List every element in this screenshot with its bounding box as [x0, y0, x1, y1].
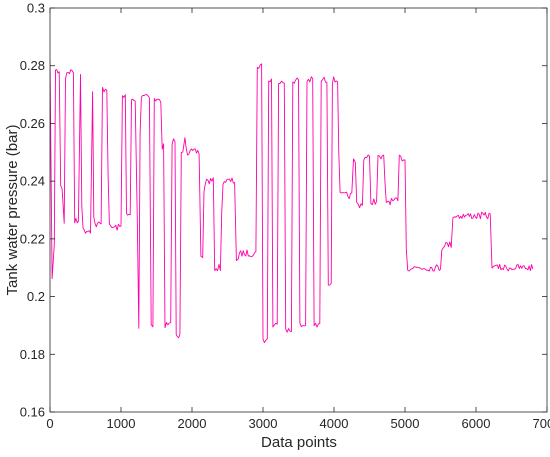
x-tick-label: 5000	[391, 416, 420, 431]
plot-frame	[49, 7, 548, 413]
y-tick-label: 0.26	[20, 116, 45, 131]
x-tick-label: 0	[46, 416, 53, 431]
plot-area	[50, 59, 534, 344]
x-axis-label: Data points	[261, 434, 337, 451]
x-tick-label: 7000	[533, 416, 550, 431]
axes: 0 1000 2000 3000 4000 5000 6000 7000 0.16 0.18 0.2…	[20, 1, 550, 432]
series-line-0	[50, 59, 534, 344]
y-axis-label: Tank water pressure (bar)	[4, 125, 21, 296]
y-tick-label: 0.24	[20, 174, 45, 189]
x-tick-label: 2000	[178, 416, 207, 431]
x-tick-label: 3000	[249, 416, 278, 431]
x-tick-label: 4000	[320, 416, 349, 431]
x-tick-label: 1000	[107, 416, 136, 431]
y-tick-label: 0.28	[20, 58, 45, 73]
y-tick-label: 0.3	[27, 1, 45, 16]
y-tick-label: 0.16	[20, 405, 45, 420]
x-tick-label: 6000	[462, 416, 491, 431]
y-tick-label: 0.18	[20, 347, 45, 362]
y-tick-label: 0.22	[20, 231, 45, 246]
y-tick-label: 0.2	[27, 289, 45, 304]
